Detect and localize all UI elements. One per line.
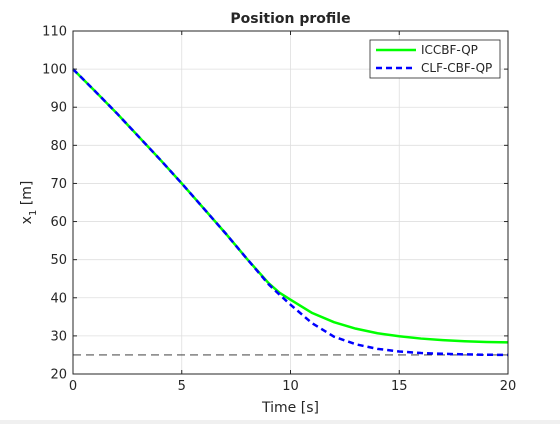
- tick-layer: 0 5 10 15 20 20 30 40 50 60 70 80 90 100 110: [42, 25, 516, 395]
- legend-label-clf-cbf-qp: CLF-CBF-QP: [421, 61, 492, 75]
- y-tick-label: 80: [50, 139, 67, 154]
- y-tick-label: 40: [50, 291, 67, 306]
- y-tick-label: 50: [50, 253, 67, 268]
- series-layer: [72, 68, 509, 357]
- y-tick-label: 100: [42, 63, 67, 78]
- series-line-clf-cbf-qp: [72, 68, 509, 357]
- x-tick-label: 5: [178, 379, 186, 394]
- x-tick-label: 20: [500, 379, 517, 394]
- y-tick-label: 20: [50, 368, 67, 383]
- y-axis-label-subscript: 1: [28, 210, 39, 216]
- y-tick-label: 90: [50, 101, 67, 116]
- y-axis-label-unit: [m]: [19, 181, 35, 210]
- y-tick-label: 70: [50, 177, 67, 192]
- x-tick-label: 10: [282, 379, 299, 394]
- x-tick-label: 0: [69, 379, 77, 394]
- series-line-iccbf-qp: [72, 68, 509, 344]
- y-axis-label-main: x: [19, 216, 35, 224]
- y-tick-label: 110: [42, 25, 67, 40]
- y-tick-label: 30: [50, 329, 67, 344]
- x-tick-label: 15: [391, 379, 408, 394]
- legend-box: [369, 39, 501, 79]
- y-axis-label: x1 [m]: [19, 181, 39, 225]
- x-axis-label: Time [s]: [261, 400, 319, 416]
- legend: ICCBF-QP CLF-CBF-QP: [369, 39, 501, 79]
- y-tick-label: 60: [50, 215, 67, 230]
- legend-label-iccbf-qp: ICCBF-QP: [421, 43, 478, 57]
- chart-title: Position profile: [230, 11, 350, 27]
